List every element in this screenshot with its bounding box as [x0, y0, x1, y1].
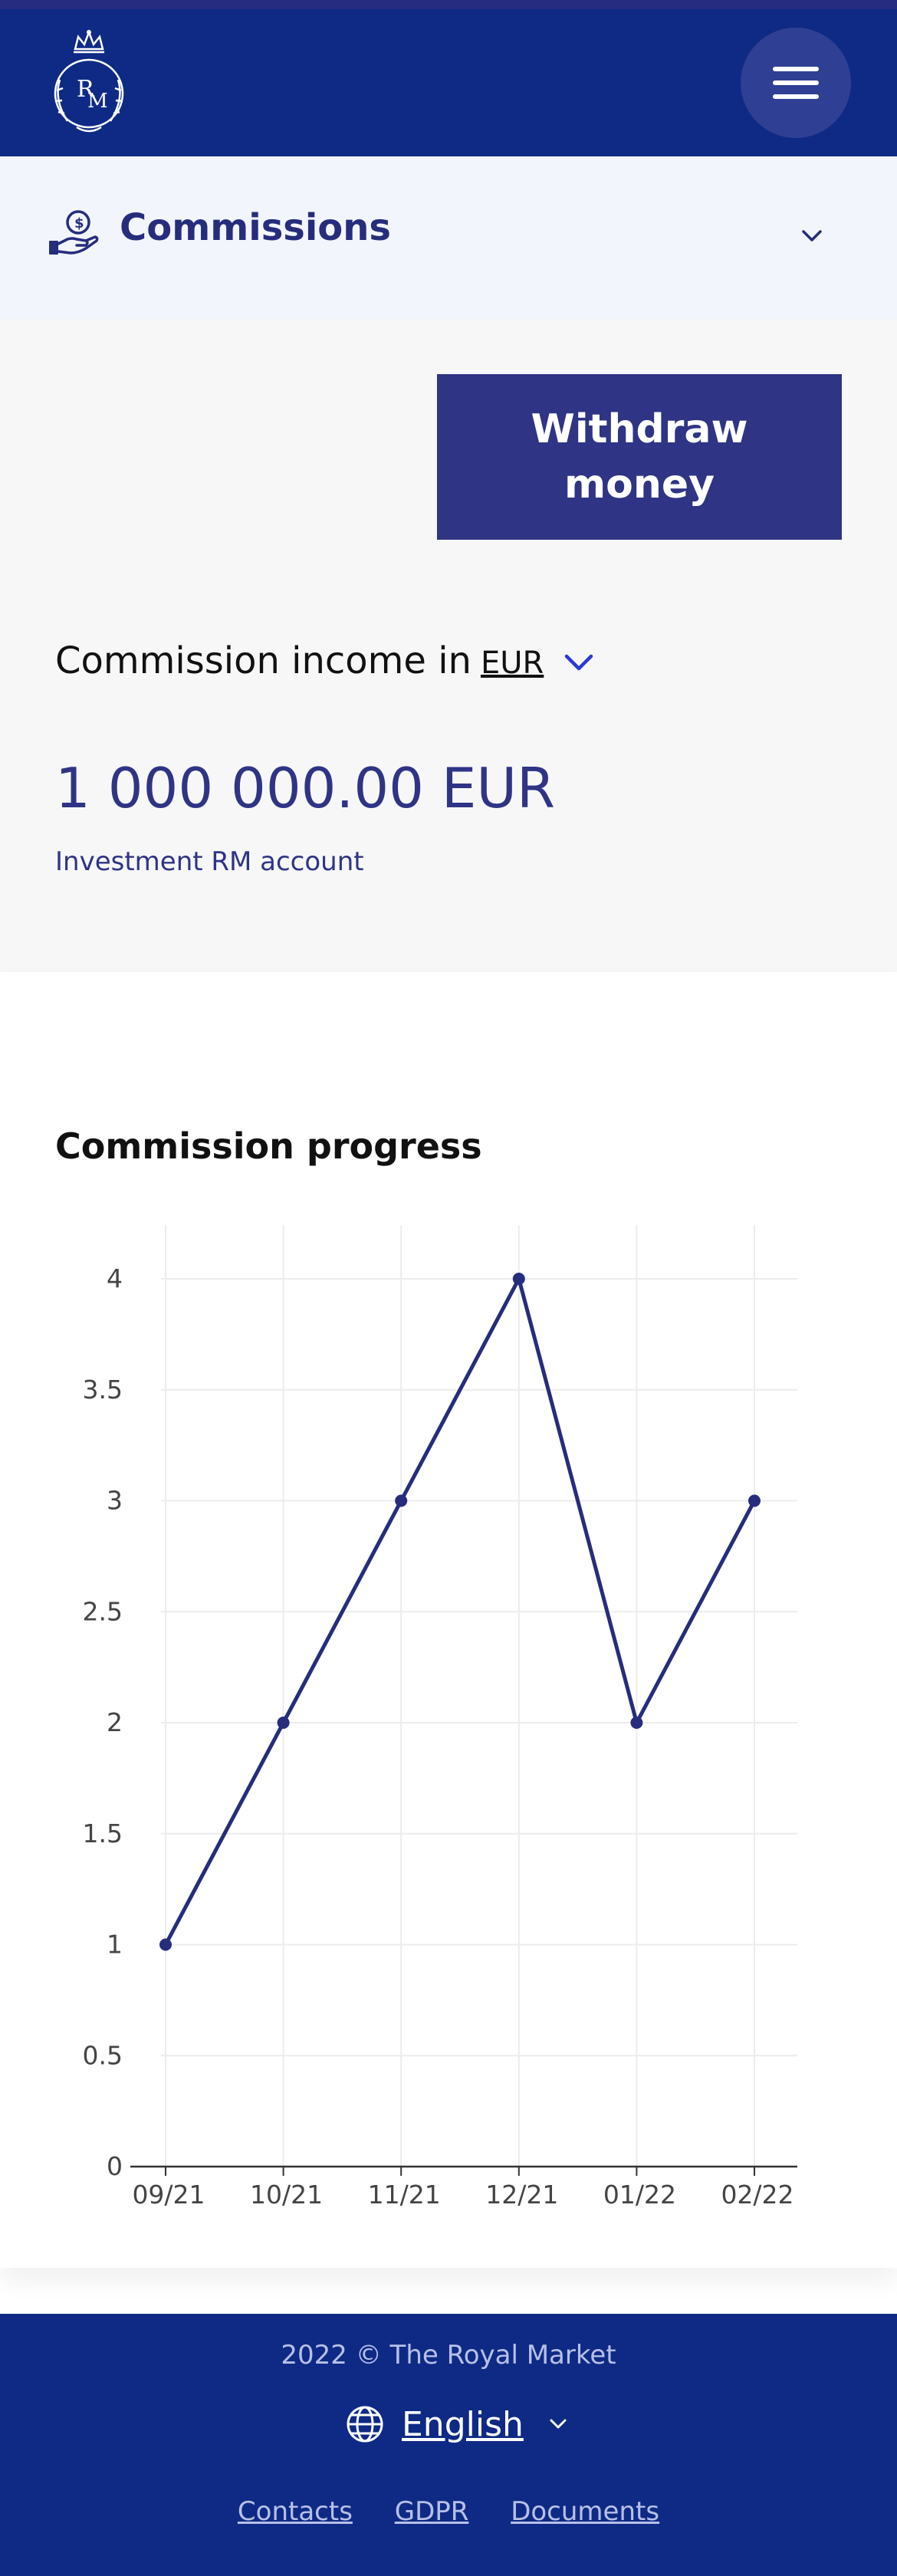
commission-income-label: Commission income in EUR [55, 639, 594, 682]
commission-progress-card: Commission progress 0 0.5 1 1.5 2 2.5 3 3.5 4 09/… [0, 972, 897, 2268]
documents-link[interactable]: Documents [511, 2496, 660, 2527]
data-point [159, 1938, 172, 1951]
withdraw-money-button[interactable]: Withdraw money [437, 374, 842, 540]
gdpr-link[interactable]: GDPR [394, 2496, 469, 2527]
hamburger-icon-bar [773, 94, 819, 99]
y-tick-label: 4 [107, 1263, 123, 1293]
menu-button[interactable] [741, 28, 851, 138]
x-tick-label: 01/22 [603, 2180, 676, 2210]
chart-title: Commission progress [55, 1125, 482, 1167]
commissions-section-header[interactable]: $ Commissions [0, 156, 897, 319]
svg-text:$: $ [74, 215, 84, 232]
x-tick-label: 09/21 [132, 2180, 205, 2210]
y-tick-label: 3 [107, 1486, 123, 1516]
commission-progress-chart: 0 0.5 1 1.5 2 2.5 3 3.5 4 09/21 10/21 11/21 12/21 01/… [83, 1225, 797, 2210]
y-tick-label: 2 [107, 1707, 123, 1737]
svg-text:M: M [87, 90, 108, 113]
currency-selector[interactable]: EUR [480, 646, 544, 681]
y-tick-label: 2.5 [83, 1596, 123, 1626]
x-tick-label: 02/22 [721, 2180, 794, 2210]
data-point [395, 1494, 408, 1507]
globe-icon [347, 2406, 383, 2443]
account-name: Investment RM account [55, 846, 364, 877]
top-strip [0, 0, 897, 9]
data-point [748, 1494, 761, 1507]
series-line [163, 1276, 757, 1946]
section-title: Commissions [120, 206, 391, 249]
y-tick-label: 1.5 [83, 1819, 123, 1848]
y-tick-label: 3.5 [83, 1375, 123, 1405]
site-header: R M [0, 9, 897, 156]
contacts-link[interactable]: Contacts [237, 2496, 353, 2527]
data-point [277, 1717, 290, 1729]
language-label[interactable]: English [402, 2404, 524, 2444]
footer-links: Contacts GDPR Documents [0, 2496, 897, 2527]
y-tick-label: 0.5 [83, 2040, 123, 2070]
x-tick-label: 12/21 [485, 2180, 558, 2210]
chevron-down-icon[interactable] [800, 227, 823, 244]
hamburger-icon-bar [773, 80, 819, 85]
hand-coin-icon: $ [49, 210, 99, 255]
chevron-down-icon[interactable] [564, 652, 594, 673]
svg-text:R: R [77, 76, 95, 103]
y-tick-label: 1 [107, 1930, 123, 1960]
y-tick-label: 0 [107, 2151, 123, 2181]
x-tick-label: 10/21 [250, 2180, 323, 2210]
hamburger-icon [773, 67, 819, 71]
chevron-down-icon[interactable] [548, 2417, 568, 2431]
copyright-text: 2022 © The Royal Market [281, 2340, 616, 2371]
commission-amount: 1 000 000.00 EUR [55, 756, 556, 820]
data-point [630, 1717, 643, 1729]
commission-summary: Withdraw money Commission income in EUR … [0, 319, 897, 972]
income-label-text: Commission income in [55, 639, 472, 682]
language-selector[interactable]: English [345, 2404, 568, 2444]
data-point [512, 1273, 525, 1285]
royal-market-logo[interactable]: R M [43, 26, 135, 138]
x-tick-label: 11/21 [368, 2180, 441, 2210]
site-footer: 2022 © The Royal Market English Contacts… [0, 2314, 897, 2576]
